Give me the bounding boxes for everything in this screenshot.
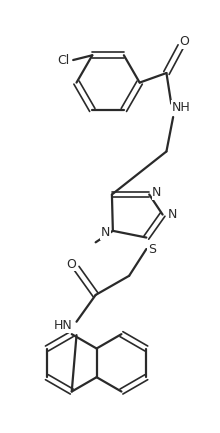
- Text: O: O: [66, 258, 76, 271]
- Text: N: N: [167, 208, 177, 221]
- Text: NH: NH: [171, 101, 190, 114]
- Text: HN: HN: [54, 319, 73, 332]
- Text: N: N: [101, 226, 110, 239]
- Text: S: S: [148, 242, 156, 255]
- Text: N: N: [152, 186, 161, 199]
- Text: Cl: Cl: [57, 55, 70, 68]
- Text: O: O: [180, 35, 190, 48]
